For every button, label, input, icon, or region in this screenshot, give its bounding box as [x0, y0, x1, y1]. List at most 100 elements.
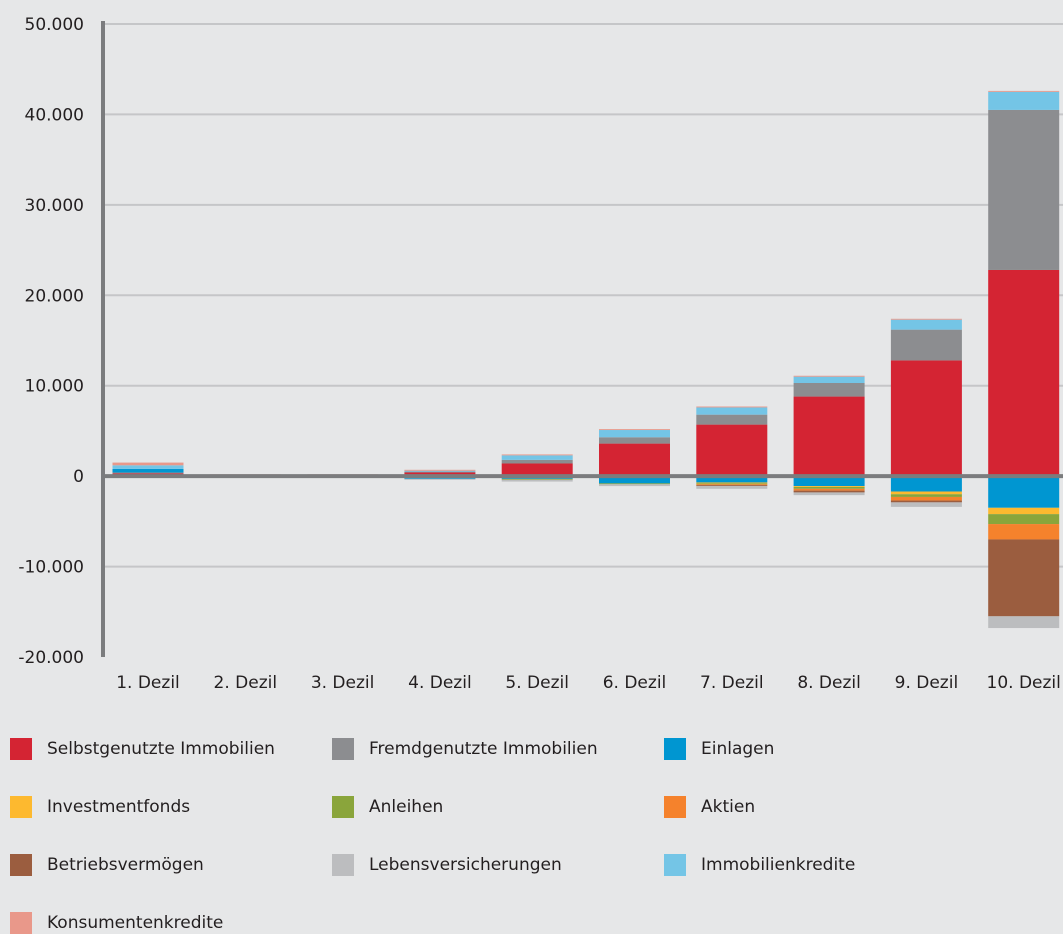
legend-item: Einlagen [664, 738, 774, 760]
legend-label: Investmentfonds [47, 797, 191, 817]
bar-segment-9-6 [599, 430, 670, 438]
bar-segment-3-8 [793, 476, 865, 487]
legend-label: Aktien [701, 797, 756, 817]
x-tick-label: 9. Dezil [895, 673, 959, 690]
x-tick-label: 7. Dezil [700, 673, 764, 690]
legend-item: Konsumentenkredite [10, 912, 223, 934]
y-tick-label: 30.000 [25, 196, 84, 216]
bar-segment-1-9 [890, 360, 962, 477]
legend-label: Betriebsvermögen [47, 855, 204, 875]
legend-label: Lebensversicherungen [369, 855, 562, 875]
bar-segment-5-10 [988, 514, 1060, 525]
legend-item: Selbstgenutzte Immobilien [10, 738, 275, 760]
x-tick-label: 8. Dezil [797, 673, 861, 690]
legend-item: Aktien [664, 796, 755, 818]
bar-segment-7-8 [793, 490, 865, 493]
x-tick-label: 4. Dezil [408, 673, 472, 690]
legend-label: Immobilienkredite [701, 855, 856, 875]
x-tick-label: 5. Dezil [505, 673, 569, 690]
bar-segment-7-9 [890, 500, 962, 503]
x-tick-label: 3. Dezil [311, 673, 375, 690]
legend-item: Investmentfonds [10, 796, 190, 818]
bar-segment-3-1 [112, 468, 184, 473]
bar-segment-9-10 [988, 91, 1060, 110]
bar-segment-8-10 [988, 616, 1060, 629]
bar-segment-4-10 [988, 507, 1060, 515]
bar-segment-8-9 [890, 502, 962, 507]
bar-segment-5-7 [696, 483, 768, 485]
bar-segment-8-5 [501, 479, 573, 482]
legend-item: Fremdgenutzte Immobilien [332, 738, 598, 760]
y-tick-label: 0 [73, 467, 84, 487]
legend-swatch [10, 796, 32, 818]
y-tick-label: -10.000 [18, 558, 84, 578]
bar-segment-9-7 [696, 407, 768, 415]
bar-segment-5-8 [793, 486, 865, 489]
legend-item: Anleihen [332, 796, 443, 818]
legend-label: Anleihen [369, 797, 444, 817]
bar-segment-10-5 [501, 454, 573, 456]
legend-item: Lebensversicherungen [332, 854, 562, 876]
bar-segment-10-1 [112, 462, 184, 466]
bar-segment-8-4 [404, 478, 476, 480]
stacked-bar-chart: 50.000 40.000 30.000 20.000 10.000 0 -10.000 -2… [18, 15, 1063, 690]
legend-swatch [664, 738, 686, 760]
bar-segment-9-4 [404, 470, 476, 472]
bar-segment-3-9 [890, 476, 962, 492]
legend-swatch [10, 854, 32, 876]
bars [112, 90, 1060, 629]
bar-segment-8-6 [599, 484, 670, 487]
y-tick-label: -20.000 [18, 648, 84, 668]
legend-swatch [332, 854, 354, 876]
bar-segment-5-5 [501, 478, 573, 480]
legend-item: Betriebsvermögen [10, 854, 204, 876]
bar-segment-5-6 [599, 483, 670, 485]
y-tick-label: 20.000 [25, 286, 84, 306]
bar-segment-6-8 [793, 488, 865, 491]
legend-label: Selbstgenutzte Immobilien [47, 739, 275, 759]
bar-segment-1-6 [599, 443, 670, 477]
y-tick-label: 10.000 [25, 377, 84, 397]
bar-segment-10-7 [696, 406, 768, 408]
bar-segment-8-8 [793, 492, 865, 496]
bar-segment-1-5 [501, 463, 573, 477]
bar-segment-2-9 [890, 329, 962, 361]
legend-swatch [10, 738, 32, 760]
bar-segment-10-4 [404, 469, 476, 471]
bar-segment-2-4 [404, 471, 476, 473]
bar-segment-6-7 [696, 484, 768, 486]
bar-segment-6-10 [988, 524, 1060, 540]
gridlines [103, 23, 1063, 568]
bar-segment-3-7 [696, 476, 768, 483]
bar-segment-7-7 [696, 485, 768, 487]
bar-segment-2-10 [988, 109, 1060, 270]
bar-segment-8-7 [696, 486, 768, 489]
bar-segment-7-10 [988, 539, 1060, 617]
bar-segment-4-7 [696, 482, 768, 484]
bar-segment-10-8 [793, 375, 865, 377]
bar-segment-3-10 [988, 476, 1060, 508]
bar-segment-2-1 [112, 472, 184, 474]
bar-segment-10-6 [599, 429, 670, 431]
legend-swatch [10, 912, 32, 934]
bar-segment-10-9 [890, 318, 962, 320]
bar-segment-4-8 [793, 486, 865, 487]
legend-label: Fremdgenutzte Immobilien [369, 739, 598, 759]
bar-segment-3-6 [599, 476, 670, 484]
x-axis-tick-labels: 1. Dezil 2. Dezil 3. Dezil 4. Dezil 5. Dezil… [116, 673, 1061, 690]
bar-segment-1-10 [988, 269, 1060, 477]
bar-segment-10-10 [988, 90, 1060, 92]
legend-label: Konsumentenkredite [47, 913, 224, 933]
y-tick-label: 50.000 [25, 15, 84, 35]
bar-segment-1-7 [696, 424, 768, 477]
bar-segment-4-9 [890, 491, 962, 495]
legend-swatch [332, 796, 354, 818]
y-axis-tick-labels: 50.000 40.000 30.000 20.000 10.000 0 -10.000 -2… [18, 15, 84, 668]
bar-segment-1-8 [793, 396, 865, 477]
legend-item: Immobilienkredite [664, 854, 855, 876]
bar-segment-9-1 [112, 465, 184, 469]
x-tick-label: 2. Dezil [214, 673, 278, 690]
bar-segment-9-9 [890, 319, 962, 330]
bar-segment-9-8 [793, 376, 865, 384]
x-tick-label: 10. Dezil [987, 673, 1061, 690]
